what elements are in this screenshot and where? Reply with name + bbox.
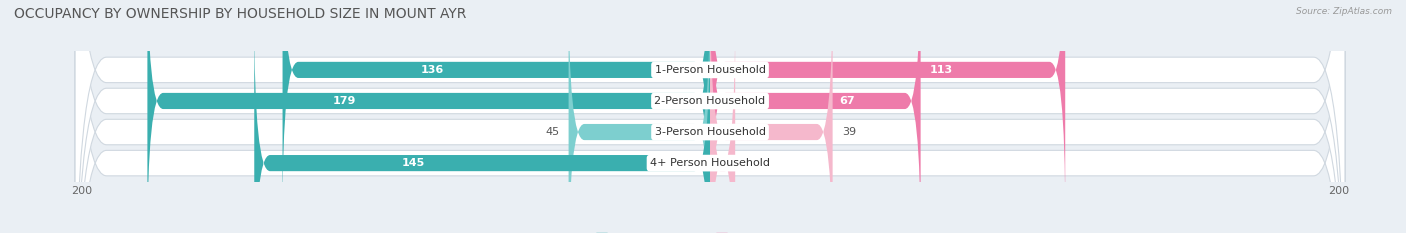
Text: 39: 39 — [842, 127, 856, 137]
Text: OCCUPANCY BY OWNERSHIP BY HOUSEHOLD SIZE IN MOUNT AYR: OCCUPANCY BY OWNERSHIP BY HOUSEHOLD SIZE… — [14, 7, 467, 21]
Text: 45: 45 — [546, 127, 560, 137]
FancyBboxPatch shape — [254, 16, 710, 233]
FancyBboxPatch shape — [710, 0, 832, 233]
FancyBboxPatch shape — [75, 0, 1346, 233]
FancyBboxPatch shape — [710, 0, 921, 233]
Text: 1-Person Household: 1-Person Household — [655, 65, 765, 75]
FancyBboxPatch shape — [75, 0, 1346, 233]
Legend: Owner-occupied, Renter-occupied: Owner-occupied, Renter-occupied — [592, 229, 828, 233]
FancyBboxPatch shape — [568, 0, 710, 233]
Text: 3-Person Household: 3-Person Household — [655, 127, 765, 137]
FancyBboxPatch shape — [710, 16, 735, 233]
FancyBboxPatch shape — [710, 0, 1066, 217]
FancyBboxPatch shape — [283, 0, 710, 217]
FancyBboxPatch shape — [75, 0, 1346, 233]
FancyBboxPatch shape — [75, 0, 1346, 233]
Text: 8: 8 — [745, 158, 752, 168]
Text: 145: 145 — [402, 158, 426, 168]
Text: Source: ZipAtlas.com: Source: ZipAtlas.com — [1296, 7, 1392, 16]
Text: 4+ Person Household: 4+ Person Household — [650, 158, 770, 168]
Text: 2-Person Household: 2-Person Household — [654, 96, 766, 106]
FancyBboxPatch shape — [148, 0, 710, 233]
Text: 136: 136 — [420, 65, 444, 75]
Text: 67: 67 — [839, 96, 855, 106]
Text: 179: 179 — [333, 96, 356, 106]
Text: 113: 113 — [929, 65, 952, 75]
